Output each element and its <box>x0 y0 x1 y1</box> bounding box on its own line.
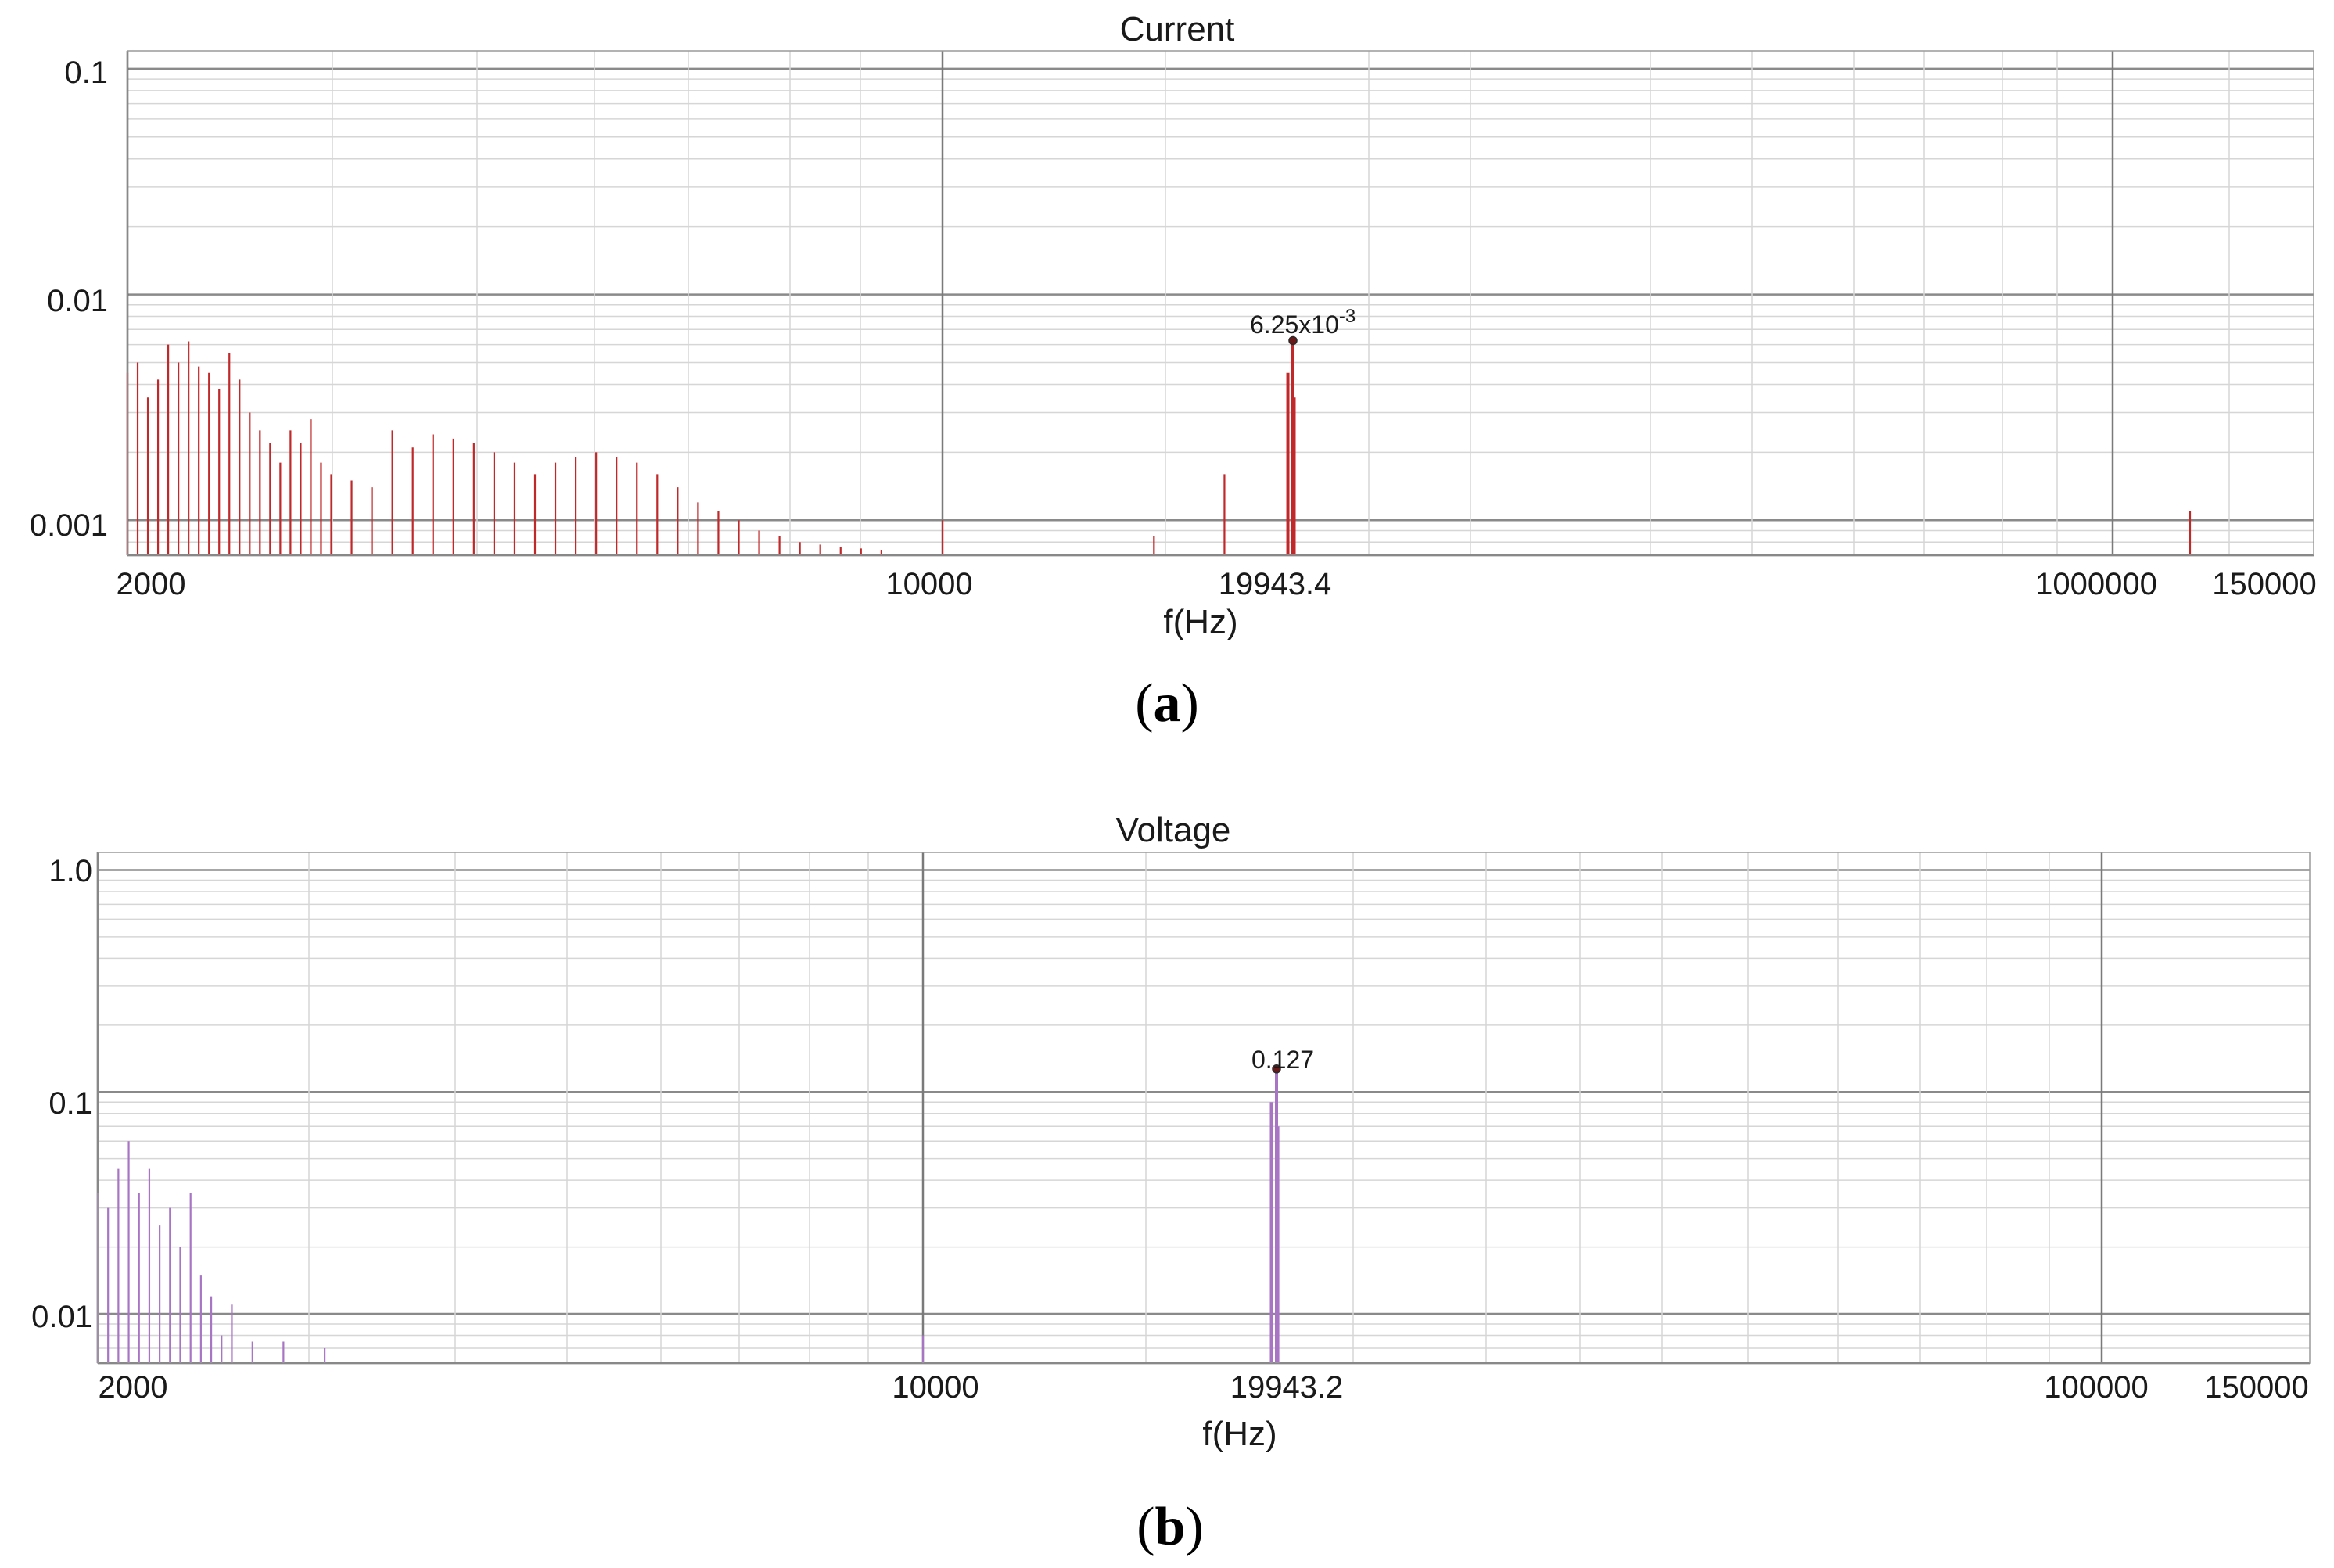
voltage-y-tick-0.01: 0.01 <box>31 1300 92 1334</box>
voltage-y-tick-1.0: 1.0 <box>48 854 92 888</box>
peak-point <box>1288 335 1298 346</box>
voltage-peak-label: 0.127 <box>1251 1046 1314 1074</box>
current-grid <box>126 51 2314 557</box>
voltage-grid <box>96 852 2310 1365</box>
peak-point <box>1272 1064 1281 1074</box>
voltage-bars <box>96 1068 1280 1363</box>
current-y-tick-0.01: 0.01 <box>47 284 108 318</box>
current-x-tick-150000: 150000 <box>2212 567 2316 601</box>
voltage-x-axis-label: f(Hz) <box>1202 1415 1277 1453</box>
current-x-tick-19943.4: 19943.4 <box>1219 567 1332 601</box>
voltage-peak-marker <box>1272 1064 1281 1074</box>
voltage-x-tick-150000: 150000 <box>2204 1370 2308 1405</box>
voltage-x-tick-100000: 100000 <box>2044 1370 2148 1405</box>
current-peak-marker <box>1288 335 1298 346</box>
current-x-axis-label: f(Hz) <box>1163 603 1237 641</box>
voltage-y-tick-0.1: 0.1 <box>48 1086 92 1121</box>
voltage-title: Voltage <box>1116 811 1231 849</box>
current-x-tick-2000: 2000 <box>117 567 186 601</box>
voltage-panel: Voltage 1.0 0.1 0.01 2000 10000 19943.2 … <box>31 811 2311 1557</box>
voltage-x-tick-2000: 2000 <box>99 1370 168 1405</box>
current-x-tick-1000000: 1000000 <box>2035 567 2157 601</box>
current-y-tick-0.001: 0.001 <box>30 508 108 543</box>
current-bars <box>126 340 2192 555</box>
current-caption: (a) <box>1135 673 1199 734</box>
voltage-x-tick-10000: 10000 <box>892 1370 978 1405</box>
voltage-x-tick-19943.2: 19943.2 <box>1230 1370 1344 1405</box>
current-y-tick-0.1: 0.1 <box>64 56 108 90</box>
voltage-caption: (b) <box>1136 1497 1204 1557</box>
current-panel: Current 0.1 0.01 0.001 2000 10000 19943.… <box>30 10 2317 734</box>
voltage-plot-frame <box>97 852 2311 1364</box>
current-peak-label: 6.25x10-3 <box>1250 306 1356 339</box>
current-plot-frame <box>127 50 2314 556</box>
current-title: Current <box>1120 10 1235 48</box>
current-x-tick-10000: 10000 <box>885 567 972 601</box>
